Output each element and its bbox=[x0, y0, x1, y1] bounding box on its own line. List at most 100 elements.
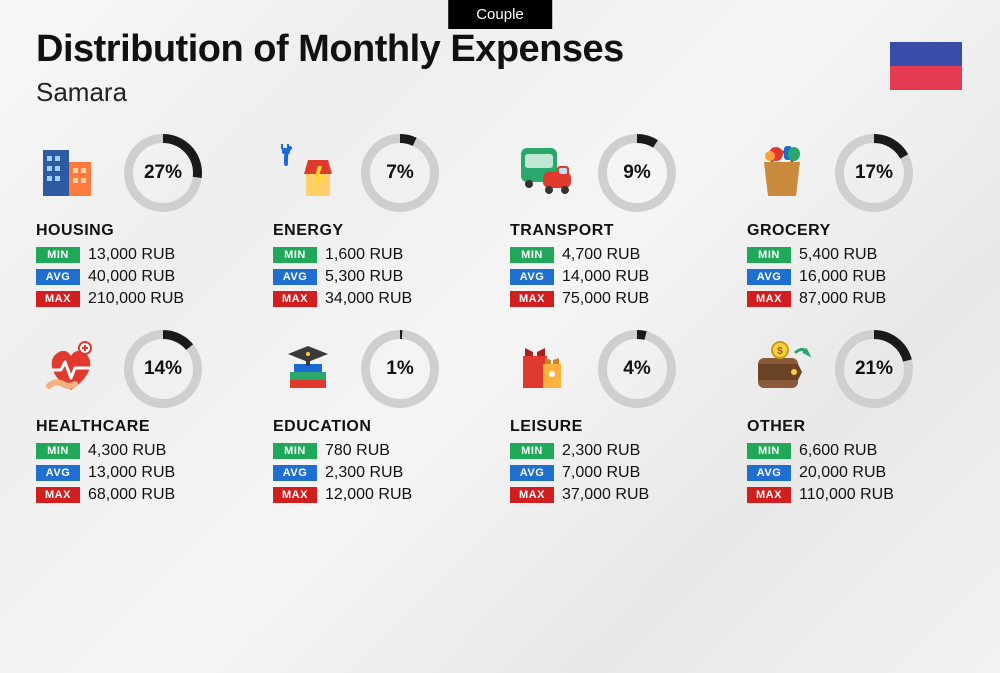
energy-min-row: MIN 1,600 RUB bbox=[273, 246, 490, 264]
energy-icon bbox=[273, 141, 343, 205]
housing-percent-label: 27% bbox=[124, 134, 202, 212]
transport-avg-row: AVG 14,000 RUB bbox=[510, 268, 727, 286]
grocery-min-value: 5,400 RUB bbox=[799, 246, 877, 264]
expense-card-energy: 7% ENERGY MIN 1,600 RUB AVG 5,300 RUB MA… bbox=[273, 134, 490, 312]
education-percent-label: 1% bbox=[361, 330, 439, 408]
other-icon: $ bbox=[747, 337, 817, 401]
energy-percent-donut: 7% bbox=[361, 134, 439, 212]
expense-card-grocery: 17% GROCERY MIN 5,400 RUB AVG 16,000 RUB… bbox=[747, 134, 964, 312]
energy-min-value: 1,600 RUB bbox=[325, 246, 403, 264]
max-badge: MAX bbox=[747, 487, 791, 503]
grocery-name: GROCERY bbox=[747, 222, 964, 240]
energy-max-row: MAX 34,000 RUB bbox=[273, 290, 490, 308]
max-badge: MAX bbox=[510, 291, 554, 307]
healthcare-name: HEALTHCARE bbox=[36, 418, 253, 436]
leisure-percent-donut: 4% bbox=[598, 330, 676, 408]
page-title: Distribution of Monthly Expenses bbox=[36, 28, 964, 71]
min-badge: MIN bbox=[747, 443, 791, 459]
other-percent-donut: 21% bbox=[835, 330, 913, 408]
expense-card-transport: 9% TRANSPORT MIN 4,700 RUB AVG 14,000 RU… bbox=[510, 134, 727, 312]
energy-percent-label: 7% bbox=[361, 134, 439, 212]
other-avg-value: 20,000 RUB bbox=[799, 464, 886, 482]
education-icon bbox=[273, 337, 343, 401]
healthcare-percent-label: 14% bbox=[124, 330, 202, 408]
education-avg-value: 2,300 RUB bbox=[325, 464, 403, 482]
leisure-max-value: 37,000 RUB bbox=[562, 486, 649, 504]
grocery-percent-label: 17% bbox=[835, 134, 913, 212]
grocery-percent-donut: 17% bbox=[835, 134, 913, 212]
grocery-avg-row: AVG 16,000 RUB bbox=[747, 268, 964, 286]
avg-badge: AVG bbox=[36, 465, 80, 481]
other-avg-row: AVG 20,000 RUB bbox=[747, 464, 964, 482]
healthcare-icon bbox=[36, 337, 106, 401]
transport-min-row: MIN 4,700 RUB bbox=[510, 246, 727, 264]
max-badge: MAX bbox=[510, 487, 554, 503]
min-badge: MIN bbox=[36, 443, 80, 459]
leisure-icon bbox=[510, 337, 580, 401]
expense-grid: 27% HOUSING MIN 13,000 RUB AVG 40,000 RU… bbox=[0, 116, 1000, 528]
min-badge: MIN bbox=[273, 443, 317, 459]
healthcare-max-row: MAX 68,000 RUB bbox=[36, 486, 253, 504]
housing-avg-row: AVG 40,000 RUB bbox=[36, 268, 253, 286]
grocery-min-row: MIN 5,400 RUB bbox=[747, 246, 964, 264]
leisure-percent-label: 4% bbox=[598, 330, 676, 408]
other-percent-label: 21% bbox=[835, 330, 913, 408]
other-max-row: MAX 110,000 RUB bbox=[747, 486, 964, 504]
leisure-avg-value: 7,000 RUB bbox=[562, 464, 640, 482]
leisure-avg-row: AVG 7,000 RUB bbox=[510, 464, 727, 482]
max-badge: MAX bbox=[36, 291, 80, 307]
education-max-value: 12,000 RUB bbox=[325, 486, 412, 504]
flag-stripe-1 bbox=[890, 42, 962, 66]
housing-min-row: MIN 13,000 RUB bbox=[36, 246, 253, 264]
min-badge: MIN bbox=[273, 247, 317, 263]
healthcare-avg-value: 13,000 RUB bbox=[88, 464, 175, 482]
healthcare-percent-donut: 14% bbox=[124, 330, 202, 408]
housing-avg-value: 40,000 RUB bbox=[88, 268, 175, 286]
leisure-name: LEISURE bbox=[510, 418, 727, 436]
healthcare-avg-row: AVG 13,000 RUB bbox=[36, 464, 253, 482]
max-badge: MAX bbox=[273, 487, 317, 503]
svg-text:$: $ bbox=[777, 346, 783, 357]
energy-name: ENERGY bbox=[273, 222, 490, 240]
avg-badge: AVG bbox=[273, 269, 317, 285]
min-badge: MIN bbox=[510, 247, 554, 263]
page-subtitle: Samara bbox=[36, 77, 964, 108]
avg-badge: AVG bbox=[510, 269, 554, 285]
housing-max-value: 210,000 RUB bbox=[88, 290, 184, 308]
max-badge: MAX bbox=[36, 487, 80, 503]
other-max-value: 110,000 RUB bbox=[799, 486, 894, 504]
housing-percent-donut: 27% bbox=[124, 134, 202, 212]
max-badge: MAX bbox=[747, 291, 791, 307]
grocery-icon bbox=[747, 141, 817, 205]
transport-name: TRANSPORT bbox=[510, 222, 727, 240]
expense-card-other: $ 21% OTHER MIN 6,600 RUB AVG 20,000 RUB… bbox=[747, 330, 964, 508]
education-name: EDUCATION bbox=[273, 418, 490, 436]
other-name: OTHER bbox=[747, 418, 964, 436]
avg-badge: AVG bbox=[747, 269, 791, 285]
expense-card-leisure: 4% LEISURE MIN 2,300 RUB AVG 7,000 RUB M… bbox=[510, 330, 727, 508]
grocery-max-row: MAX 87,000 RUB bbox=[747, 290, 964, 308]
healthcare-min-value: 4,300 RUB bbox=[88, 442, 166, 460]
healthcare-min-row: MIN 4,300 RUB bbox=[36, 442, 253, 460]
transport-avg-value: 14,000 RUB bbox=[562, 268, 649, 286]
min-badge: MIN bbox=[36, 247, 80, 263]
avg-badge: AVG bbox=[747, 465, 791, 481]
education-max-row: MAX 12,000 RUB bbox=[273, 486, 490, 504]
housing-name: HOUSING bbox=[36, 222, 253, 240]
avg-badge: AVG bbox=[510, 465, 554, 481]
healthcare-max-value: 68,000 RUB bbox=[88, 486, 175, 504]
transport-min-value: 4,700 RUB bbox=[562, 246, 640, 264]
flag-stripe-2 bbox=[890, 66, 962, 90]
other-min-value: 6,600 RUB bbox=[799, 442, 877, 460]
avg-badge: AVG bbox=[273, 465, 317, 481]
grocery-max-value: 87,000 RUB bbox=[799, 290, 886, 308]
education-avg-row: AVG 2,300 RUB bbox=[273, 464, 490, 482]
expense-card-healthcare: 14% HEALTHCARE MIN 4,300 RUB AVG 13,000 … bbox=[36, 330, 253, 508]
housing-min-value: 13,000 RUB bbox=[88, 246, 175, 264]
expense-card-education: 1% EDUCATION MIN 780 RUB AVG 2,300 RUB M… bbox=[273, 330, 490, 508]
transport-percent-label: 9% bbox=[598, 134, 676, 212]
max-badge: MAX bbox=[273, 291, 317, 307]
housing-icon bbox=[36, 141, 106, 205]
transport-icon bbox=[510, 141, 580, 205]
region-flag bbox=[890, 42, 962, 90]
